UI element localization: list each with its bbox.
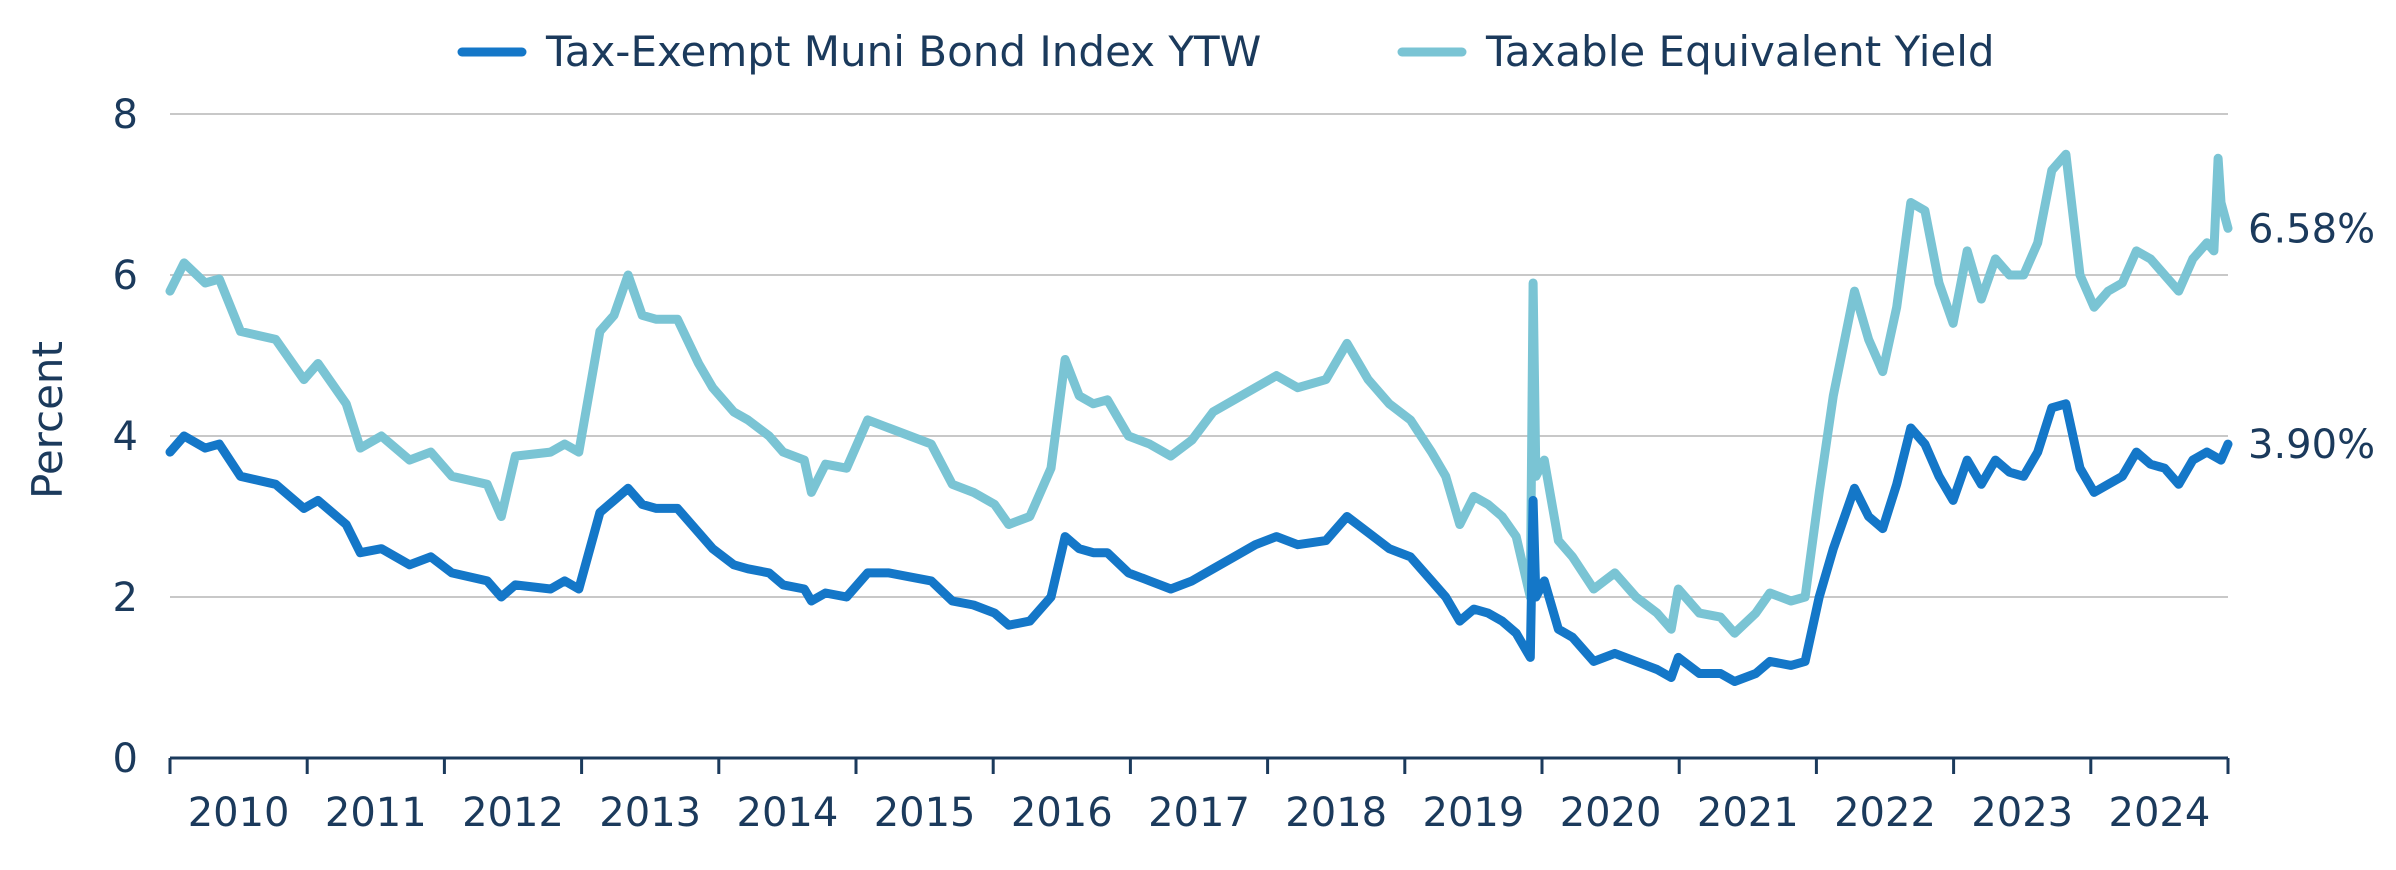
x-tick-label: 2024 — [2109, 790, 2211, 836]
x-tick-label: 2010 — [188, 790, 290, 836]
end-value-label: 6.58% — [2248, 206, 2375, 252]
legend-label: Tax-Exempt Muni Bond Index YTW — [545, 27, 1261, 76]
y-tick-labels: 0 2 4 6 8 — [113, 92, 138, 782]
end-value-label: 3.90% — [2248, 422, 2375, 468]
x-tick-label: 2012 — [462, 790, 564, 836]
x-tick-label: 2021 — [1697, 790, 1799, 836]
x-tick-label: 2016 — [1011, 790, 1113, 836]
x-tick-label: 2018 — [1285, 790, 1387, 836]
x-tick-label: 2014 — [737, 790, 839, 836]
series-lines — [165, 149, 2233, 686]
x-tick-label: 2015 — [874, 790, 976, 836]
x-tick-label: 2020 — [1560, 790, 1662, 836]
y-tick-label: 2 — [113, 575, 138, 621]
x-tick-label: 2013 — [599, 790, 701, 836]
x-tick-label: 2017 — [1148, 790, 1250, 836]
legend-label: Taxable Equivalent Yield — [1485, 27, 1995, 76]
y-tick-label: 8 — [113, 92, 138, 138]
y-tick-label: 0 — [113, 736, 138, 782]
y-axis-title: Percent — [23, 341, 72, 499]
gridlines — [170, 113, 2228, 598]
axes — [168, 756, 2230, 774]
y-tick-label: 6 — [113, 253, 138, 299]
x-tick-label: 2011 — [325, 790, 427, 836]
y-tick-label: 4 — [113, 414, 138, 460]
x-tick-labels: 2010 2011 2012 2013 2014 2015 2016 2017 2018 2019… — [188, 790, 2211, 836]
end-labels: 3.90% 6.58% — [2248, 206, 2375, 468]
x-tick-label: 2022 — [1834, 790, 1936, 836]
series-line-0 — [165, 399, 2233, 686]
x-tick-label: 2023 — [1971, 790, 2073, 836]
series-line-1 — [165, 149, 2233, 638]
legend: Tax-Exempt Muni Bond Index YTW Taxable Eq… — [457, 27, 1995, 76]
x-tick-label: 2019 — [1423, 790, 1525, 836]
